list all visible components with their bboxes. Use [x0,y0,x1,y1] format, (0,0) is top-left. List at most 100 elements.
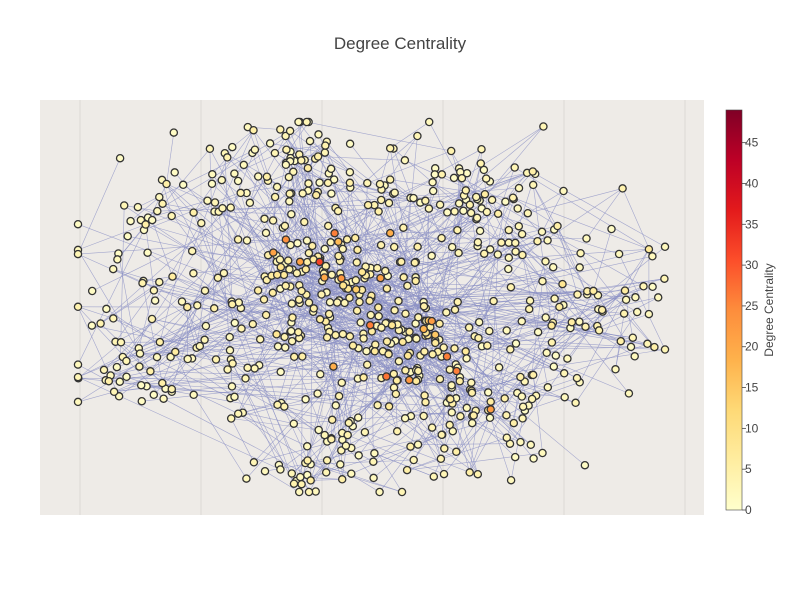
network-node[interactable] [404,375,414,385]
network-node[interactable] [353,245,362,255]
network-node[interactable] [373,263,382,273]
network-node[interactable] [454,199,464,208]
network-node[interactable] [352,258,362,267]
network-node[interactable] [621,295,631,305]
network-node[interactable] [245,198,255,208]
network-node[interactable] [450,305,460,315]
network-node[interactable] [551,351,561,360]
network-node[interactable] [363,200,373,210]
network-node[interactable] [538,448,547,458]
network-node[interactable] [542,348,551,358]
network-node[interactable] [450,344,459,353]
network-node[interactable] [620,286,630,295]
network-node[interactable] [285,189,294,198]
network-node[interactable] [262,172,272,181]
network-node[interactable] [440,444,449,453]
network-node[interactable] [294,295,304,304]
network-node[interactable] [155,277,164,287]
network-node[interactable] [285,197,294,206]
network-node[interactable] [420,347,429,356]
network-node[interactable] [632,307,642,317]
network-node[interactable] [437,170,447,179]
network-node[interactable] [471,192,481,202]
network-node[interactable] [287,336,297,346]
network-node[interactable] [325,297,335,307]
network-node[interactable] [170,168,179,177]
network-node[interactable] [345,332,355,341]
network-node[interactable] [255,335,265,344]
network-node[interactable] [547,321,556,330]
network-node[interactable] [113,255,122,264]
network-node[interactable] [314,425,323,435]
network-node[interactable] [297,156,306,165]
network-node[interactable] [462,354,471,363]
network-node[interactable] [152,352,162,362]
network-node[interactable] [261,310,271,320]
network-node[interactable] [464,323,474,332]
network-node[interactable] [401,366,410,375]
network-node[interactable] [223,153,232,162]
network-node[interactable] [497,238,506,247]
network-node[interactable] [295,257,305,267]
network-node[interactable] [402,465,412,475]
network-node[interactable] [275,255,285,264]
network-node[interactable] [279,270,289,280]
network-node[interactable] [437,233,446,243]
network-node[interactable] [648,252,657,261]
network-node[interactable] [365,296,374,306]
network-node[interactable] [149,390,159,400]
network-node[interactable] [456,411,465,421]
network-node[interactable] [616,336,626,346]
network-node[interactable] [294,117,303,127]
network-node[interactable] [474,317,484,327]
network-node[interactable] [385,175,395,184]
network-node[interactable] [281,235,291,244]
network-node[interactable] [350,233,360,243]
network-node[interactable] [406,442,415,451]
network-node[interactable] [410,258,420,267]
network-node[interactable] [259,295,269,304]
network-node[interactable] [555,302,564,312]
network-node[interactable] [414,313,423,322]
network-node[interactable] [449,173,459,183]
network-node[interactable] [359,373,368,382]
network-node[interactable] [286,326,296,336]
network-node[interactable] [138,278,147,288]
network-node[interactable] [353,413,363,422]
network-node[interactable] [276,465,285,474]
network-node[interactable] [301,265,311,274]
network-node[interactable] [205,144,215,154]
network-node[interactable] [376,240,386,250]
network-node[interactable] [494,363,504,372]
network-node[interactable] [397,257,406,267]
network-node[interactable] [208,170,217,179]
network-node[interactable] [321,141,330,150]
network-node[interactable] [313,152,323,161]
network-node[interactable] [483,388,493,397]
network-node[interactable] [115,377,125,386]
network-node[interactable] [116,338,126,347]
network-node[interactable] [327,270,337,280]
network-node[interactable] [287,299,297,308]
network-node[interactable] [461,186,471,195]
network-node[interactable] [370,347,380,356]
network-node[interactable] [294,327,303,337]
network-node[interactable] [401,309,410,318]
network-node[interactable] [399,273,408,282]
network-node[interactable] [660,242,670,252]
network-node[interactable] [315,178,324,187]
network-node[interactable] [345,139,355,149]
network-node[interactable] [427,316,437,326]
network-node[interactable] [237,324,246,333]
network-node[interactable] [475,226,485,236]
network-node[interactable] [253,286,263,295]
network-node[interactable] [486,397,495,406]
network-node[interactable] [376,273,385,283]
network-node[interactable] [385,228,395,238]
network-node[interactable] [317,290,326,299]
network-node[interactable] [389,369,399,379]
network-node[interactable] [303,163,313,173]
network-node[interactable] [302,117,311,127]
network-node[interactable] [382,337,392,346]
network-node[interactable] [320,430,329,440]
